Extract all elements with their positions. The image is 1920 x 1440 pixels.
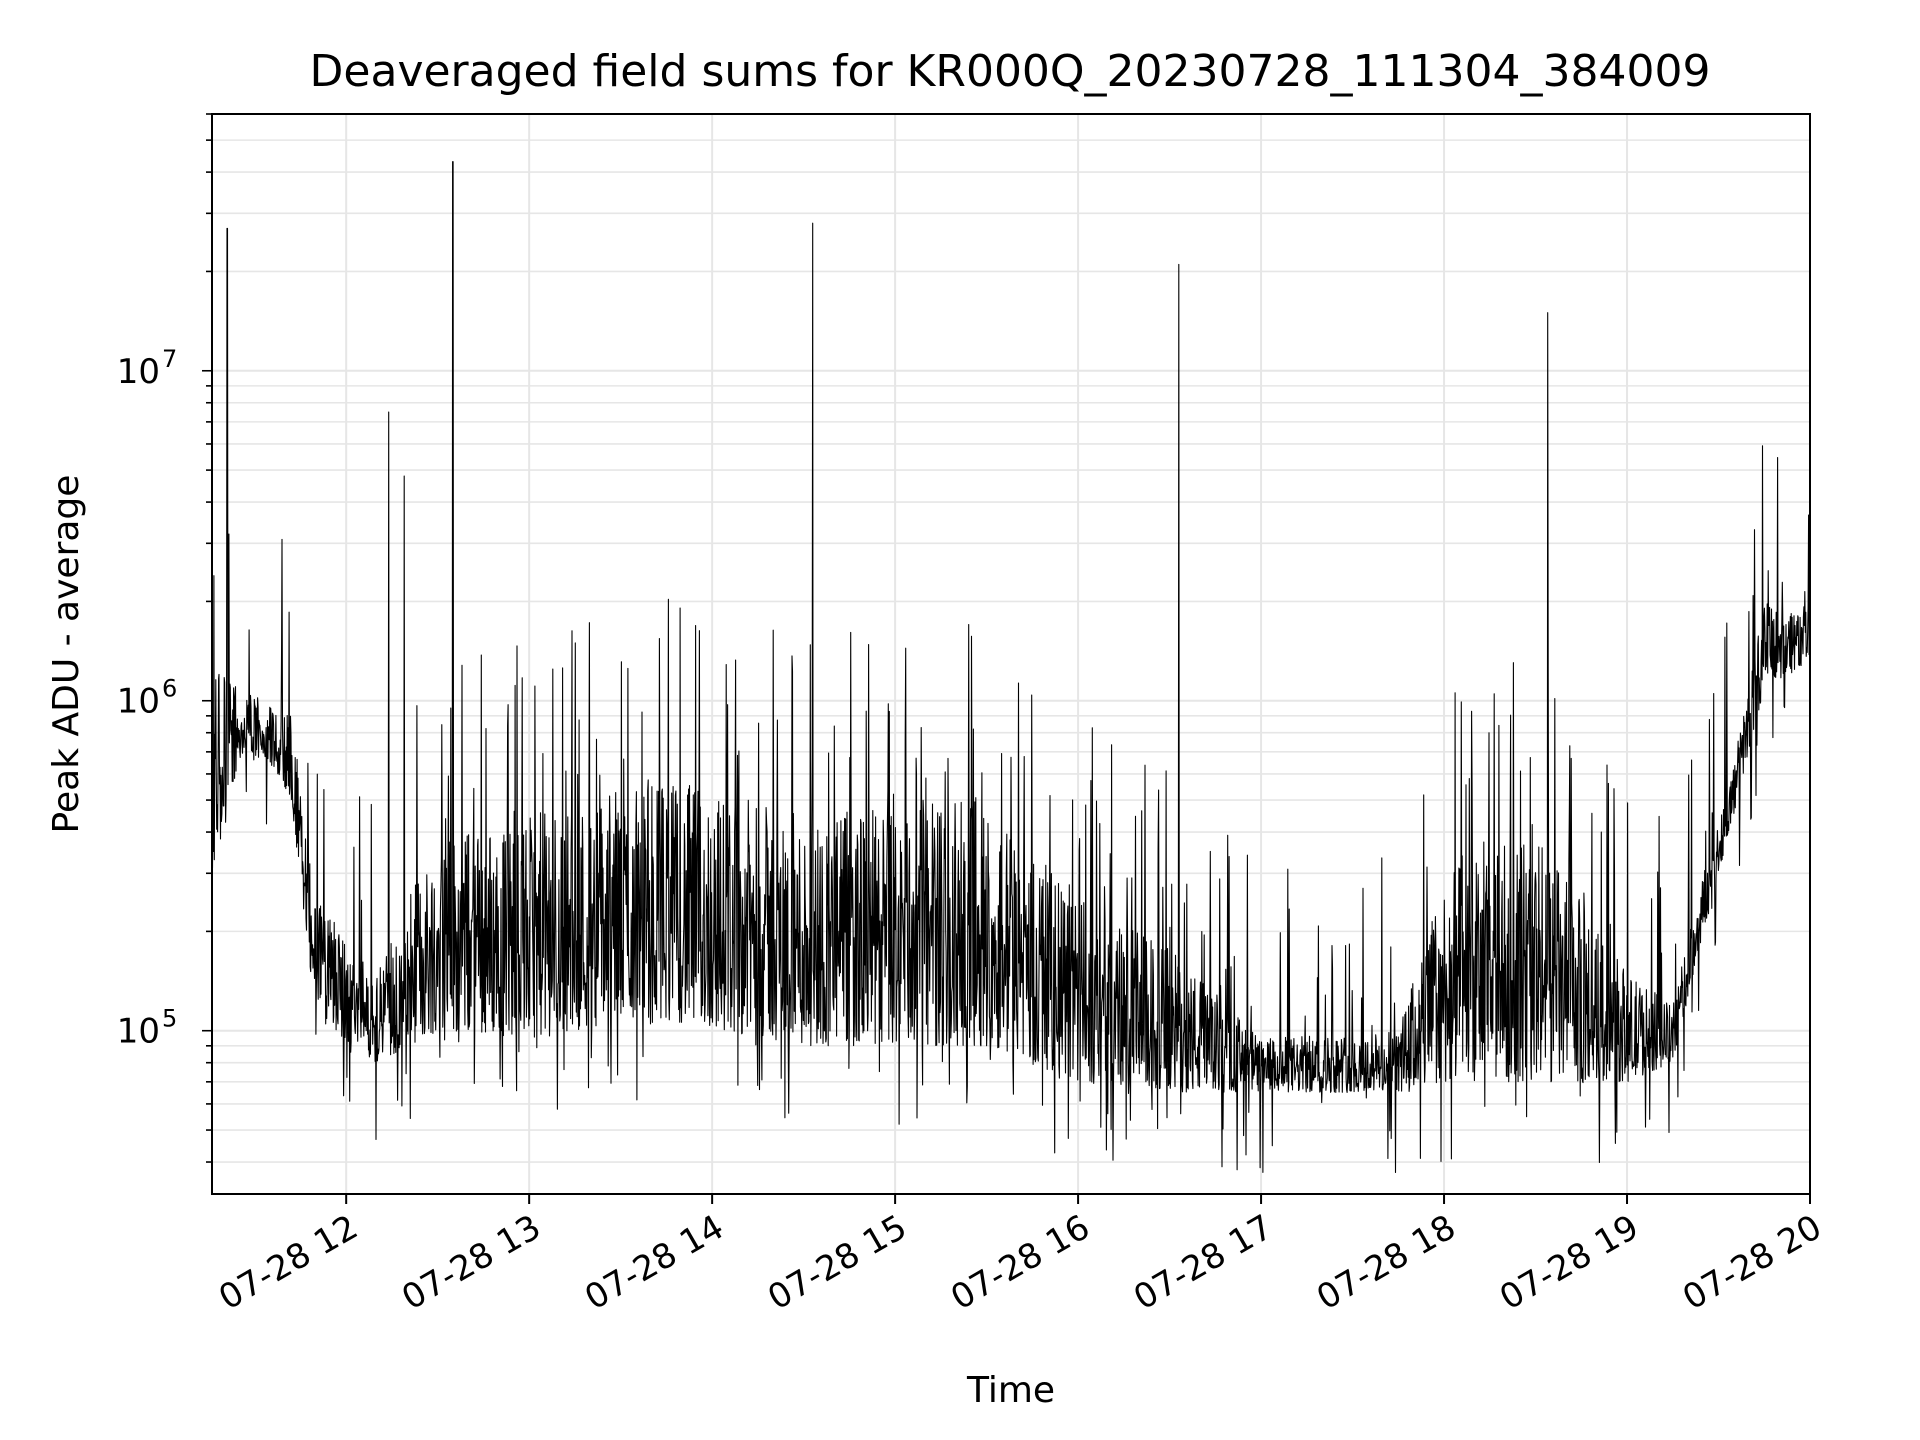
y-tick-label: 10 (117, 352, 160, 392)
y-axis-label: Peak ADU - average (46, 475, 87, 834)
chart-title: Deaveraged field sums for KR000Q_2023072… (310, 46, 1711, 97)
y-tick-label: 10 (117, 1012, 160, 1052)
y-tick-exponent: 7 (162, 345, 177, 373)
y-tick-exponent: 5 (162, 1005, 177, 1033)
y-tick-label: 10 (117, 682, 160, 722)
plot-area (212, 161, 1810, 1174)
plot-frame (211, 113, 1811, 1195)
y-tick-exponent: 6 (162, 675, 177, 703)
x-axis-label: Time (966, 1370, 1055, 1411)
series-line (212, 161, 1810, 1174)
